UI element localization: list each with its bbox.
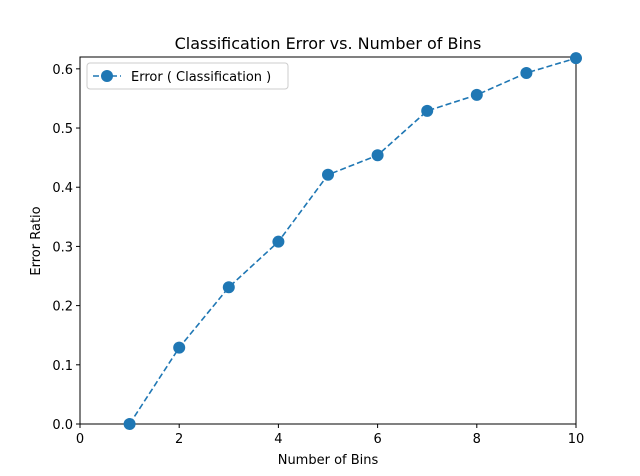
plot-area: [79, 56, 577, 425]
data-point: [173, 341, 186, 354]
data-point: [470, 88, 483, 101]
data-point: [272, 235, 285, 248]
y-tick-label: 0.2: [52, 300, 73, 315]
x-axis-label: Number of Bins: [278, 453, 379, 468]
y-tick-label: 0.1: [52, 359, 73, 374]
legend-marker-sample: [101, 70, 113, 82]
y-tick-label: 0.6: [52, 63, 73, 78]
y-axis-label: Error Ratio: [29, 206, 44, 275]
x-tick-label: 0: [76, 432, 84, 447]
legend: Error ( Classification ): [86, 62, 289, 90]
x-tick-label: 8: [473, 432, 481, 447]
data-point: [222, 281, 235, 294]
y-tick-label: 0.5: [52, 122, 73, 137]
legend-entry-label: Error ( Classification ): [131, 70, 271, 85]
chart-title: Classification Error vs. Number of Bins: [175, 34, 482, 53]
y-axis: 0.0 0.1 0.2 0.3 0.4 0.5 0.6: [52, 63, 80, 433]
y-tick-label: 0.3: [52, 240, 73, 255]
x-tick-label: 4: [274, 432, 282, 447]
data-point: [123, 418, 136, 430]
series-line: [128, 57, 577, 425]
data-point: [371, 149, 384, 162]
data-point: [322, 168, 334, 181]
x-axis: 0 2 4 6 8 10: [76, 424, 584, 447]
x-tick-label: 10: [568, 432, 585, 447]
data-point: [570, 52, 582, 65]
legend-box: [86, 62, 289, 90]
plot-frame: [79, 56, 577, 425]
y-tick-label: 0.4: [52, 181, 73, 196]
data-point: [520, 66, 533, 79]
data-point: [421, 104, 434, 117]
x-tick-label: 2: [175, 432, 183, 447]
series-group: [123, 52, 582, 430]
x-tick-label: 6: [373, 432, 381, 447]
y-tick-label: 0.0: [52, 418, 73, 433]
